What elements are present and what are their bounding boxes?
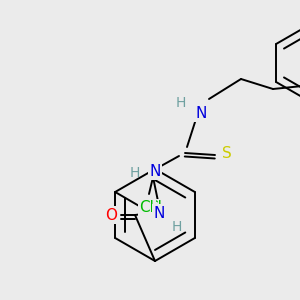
Text: N: N bbox=[153, 206, 165, 220]
Text: Cl: Cl bbox=[147, 200, 162, 215]
Text: N: N bbox=[195, 106, 207, 121]
Text: N: N bbox=[149, 164, 161, 178]
Text: H: H bbox=[172, 220, 182, 234]
Text: O: O bbox=[105, 208, 117, 223]
Text: H: H bbox=[130, 166, 140, 180]
Text: H: H bbox=[176, 96, 186, 110]
Text: S: S bbox=[222, 146, 232, 160]
Text: Cl: Cl bbox=[140, 200, 154, 214]
